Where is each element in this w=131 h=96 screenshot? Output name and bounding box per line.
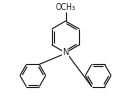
Text: OCH₃: OCH₃ <box>56 3 75 12</box>
Text: N: N <box>62 48 69 57</box>
